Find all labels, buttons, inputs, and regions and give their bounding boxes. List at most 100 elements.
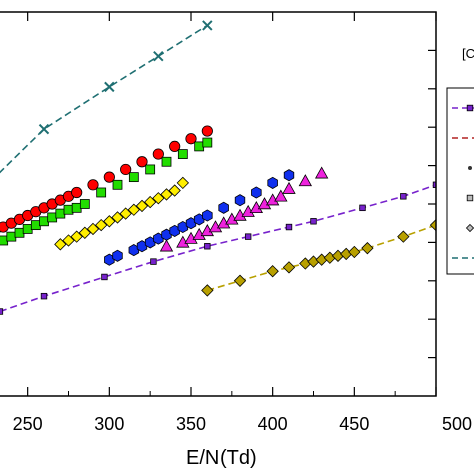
series-4-point <box>160 188 173 201</box>
series-3-point <box>161 156 172 167</box>
series-4-point <box>119 207 132 220</box>
series-7-point <box>101 273 108 281</box>
series-8-point <box>397 230 410 243</box>
series-3 <box>0 137 213 246</box>
legend-marker <box>466 104 474 112</box>
series-2-point <box>136 156 148 168</box>
series-8-point <box>266 265 279 278</box>
series-3-point <box>177 149 188 159</box>
series-1-point <box>38 123 50 135</box>
series-3-point <box>39 216 49 227</box>
series-7-point <box>359 204 366 212</box>
series-3-point <box>22 224 33 234</box>
series-3-point <box>63 204 74 215</box>
series-4-point <box>86 222 100 236</box>
series-3-point <box>96 187 107 198</box>
series-2-point <box>87 179 99 191</box>
legend-marker <box>466 194 474 202</box>
series-8-point <box>233 274 247 287</box>
series-7-point <box>150 258 157 265</box>
x-tick-label: 250 <box>13 414 43 434</box>
series-8-point <box>331 249 345 263</box>
x-axis-unit-label: (Td) <box>220 447 257 469</box>
series-2-point <box>152 148 164 160</box>
legend <box>446 87 474 275</box>
series-4-point <box>103 215 116 228</box>
series-5-point <box>202 209 213 222</box>
series-4-point <box>54 238 67 251</box>
y-ticks <box>428 49 436 359</box>
series-5-point <box>283 169 295 182</box>
x-tick-label: 350 <box>176 414 206 434</box>
series-3-point <box>6 231 17 242</box>
series-8-point <box>323 251 336 264</box>
series-5-point <box>112 249 123 262</box>
series-2-point <box>201 125 213 137</box>
x-ticks: 250 300 350 400 450 500 <box>13 12 472 434</box>
series-7-point <box>40 292 48 300</box>
series-6-point <box>274 189 288 202</box>
series-4-point <box>127 203 140 216</box>
series-6-point <box>282 181 296 194</box>
series-8-point <box>348 245 361 259</box>
x-axis-label: E/N <box>186 447 219 469</box>
series-2-point <box>71 186 83 199</box>
series-4-point <box>144 195 157 209</box>
series-7-point <box>204 243 211 250</box>
x-tick-label: 400 <box>258 414 288 434</box>
x-tick-label: 450 <box>339 414 369 434</box>
x-tick-label: 500 <box>442 414 472 434</box>
series-3-point <box>112 179 123 190</box>
series-2 <box>0 125 213 234</box>
x-tick-label: 300 <box>94 414 124 434</box>
series-8-point <box>282 261 296 274</box>
series-4-point <box>135 199 149 213</box>
series-5-point <box>267 176 278 189</box>
series-7-point <box>285 223 293 231</box>
series-8-point <box>315 253 328 266</box>
legend-marker <box>468 166 472 170</box>
legend-box <box>446 87 474 275</box>
series-4-point <box>111 211 124 224</box>
series-2-point <box>103 171 115 183</box>
series-3-point <box>55 208 66 219</box>
series-8-point <box>201 284 214 297</box>
series-4 <box>54 176 189 251</box>
series-7-point <box>400 193 407 200</box>
series-7 <box>0 181 436 315</box>
series-6 <box>159 166 329 252</box>
series-3-point <box>202 137 213 148</box>
series-8-point <box>429 218 436 232</box>
series-1 <box>0 20 213 174</box>
series-7-point <box>0 308 4 315</box>
series-4-point <box>152 192 165 205</box>
series-layer <box>0 20 436 315</box>
series-4-point <box>176 176 189 190</box>
series-8-point <box>299 257 312 270</box>
legend-title-fragment: [C <box>462 46 474 61</box>
series-3-point <box>145 164 156 175</box>
series-5-point <box>234 194 246 207</box>
series-5-point <box>251 186 262 199</box>
legend-entry <box>465 223 474 233</box>
series-6-point <box>298 174 313 187</box>
series-8 <box>201 218 436 297</box>
series-5 <box>104 169 295 266</box>
series-7-point <box>244 233 252 240</box>
series-4-point <box>70 230 83 243</box>
legend-entry <box>466 194 474 202</box>
series-5-point <box>218 201 229 214</box>
plot-frame <box>0 11 437 397</box>
series-2-point <box>185 133 197 145</box>
series-1-point <box>202 20 213 31</box>
series-4-point <box>78 226 91 239</box>
series-6-point <box>314 166 329 179</box>
series-8-point <box>361 241 374 255</box>
series-8-point <box>307 255 320 268</box>
legend-entry <box>468 166 472 170</box>
series-3-point <box>30 220 41 231</box>
series-2-point <box>169 140 181 152</box>
series-1-point <box>104 81 115 93</box>
series-3-point <box>14 227 25 238</box>
